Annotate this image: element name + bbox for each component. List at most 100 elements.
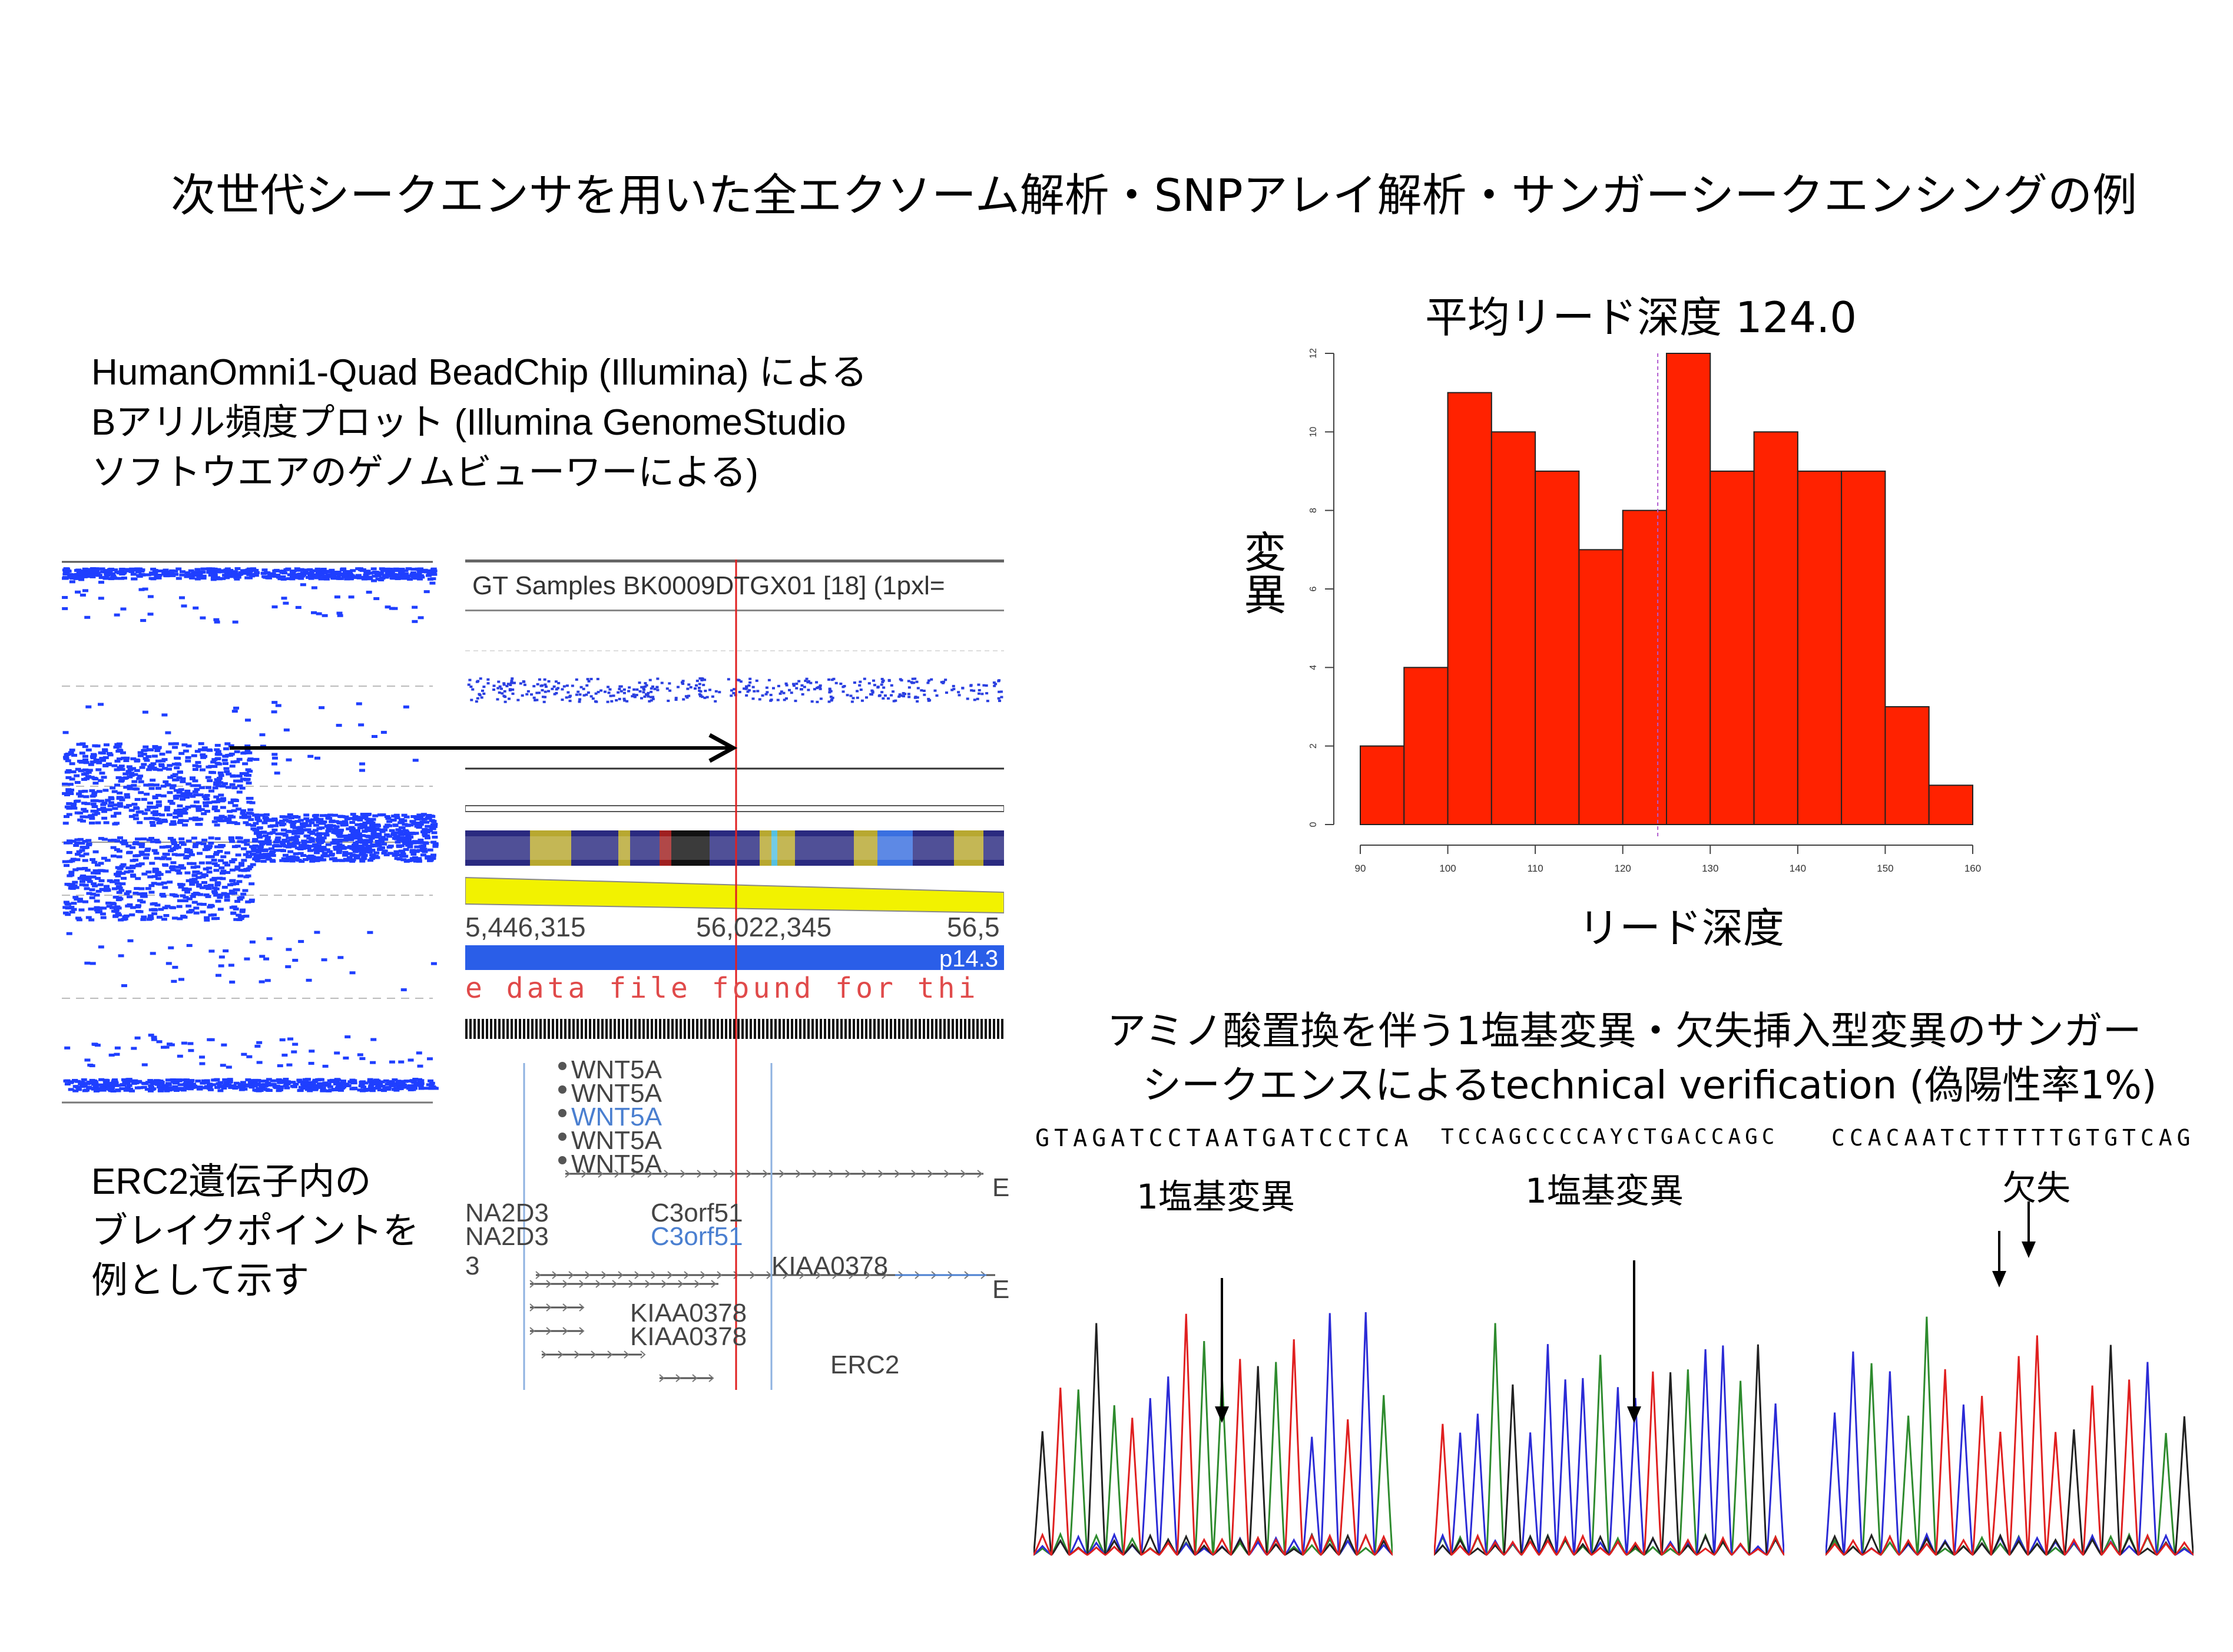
gene-marker [558, 1109, 566, 1117]
base-trace [1434, 1344, 1784, 1556]
sanger-heading-line: アミノ酸置換を伴う1塩基変異・欠失挿入型変異のサンガー [1107, 1008, 2142, 1054]
x-tick-label: 110 [1528, 863, 1543, 874]
histogram-title: 平均リード深度 124.0 [1425, 293, 1857, 342]
base-trace [1033, 1313, 1393, 1556]
x-tick-label: 140 [1790, 863, 1806, 874]
mutation-label: 1塩基変異 [1137, 1177, 1295, 1217]
strand-tick [675, 1374, 681, 1382]
note-line: 例として示す [91, 1260, 310, 1301]
strand-tick [595, 1280, 601, 1288]
y-tick-label: 8 [1308, 508, 1318, 513]
strand-tick [911, 1170, 917, 1178]
breakpoint-note: ERC2遺伝子内の ブレイクポイントを 例として示す [91, 1157, 419, 1306]
band-label: p14.3 [939, 946, 999, 972]
strand-tick [783, 1271, 788, 1279]
ideogram-band [760, 830, 771, 866]
viewer-header: GT Samples BK0009DTGX01 [18] (1pxl= [472, 571, 945, 600]
ideogram-shine [465, 836, 1004, 860]
strand-tick [541, 1350, 547, 1359]
strand-tick [579, 1303, 585, 1312]
strand-tick [624, 1350, 630, 1359]
strand-tick [585, 1271, 591, 1279]
track-separator [465, 805, 1004, 812]
chromatogram-trace [1826, 1201, 2194, 1556]
read-depth-histogram: 0 2 4 6 8 10 12 90 100 110 120 130 140 150 160 [1308, 348, 1981, 874]
strand-tick [651, 1271, 657, 1279]
histogram-bar [1403, 667, 1449, 825]
sequence-text: TCCAGCCCCAYCTGACCAGC [1441, 1125, 1779, 1149]
coord-left: 5,446,315 [465, 912, 586, 942]
strand-tick [711, 1280, 717, 1288]
strand-tick [546, 1327, 552, 1335]
strand-tick [816, 1271, 821, 1279]
baf-track-points [467, 677, 1003, 703]
strand-tick [700, 1271, 706, 1279]
histogram-bar [1709, 471, 1755, 825]
gene-marker [558, 1133, 566, 1141]
end-letter: E [992, 1275, 1010, 1304]
histogram-ylabel: 変異 [1237, 530, 1286, 615]
side-label: NA2D3 [465, 1199, 549, 1227]
gene-label: C3orf51 [651, 1199, 743, 1227]
strand-tick [661, 1280, 667, 1288]
strand-tick [694, 1280, 700, 1288]
y-tick-label: 2 [1308, 743, 1318, 749]
histogram-bar [1578, 549, 1624, 825]
no-file-message: e data file found for thi [465, 972, 979, 1005]
histogram-bar [1490, 431, 1536, 826]
strand-tick [713, 1170, 719, 1178]
base-trace [1033, 1312, 1393, 1556]
base-trace [1826, 1351, 2194, 1556]
strand-tick [927, 1170, 933, 1178]
strand-tick [645, 1280, 651, 1288]
strand-tick [960, 1170, 966, 1178]
gene-label: WNT5A [571, 1126, 662, 1155]
caption-line: Bアリル頻度プロット (Illumina GenomeStudio [91, 402, 846, 443]
base-trace [1826, 1316, 2194, 1556]
baf-caption: HumanOmni1-Quad BeadChip (Illumina) による … [91, 347, 867, 498]
x-tick-label: 130 [1702, 863, 1718, 874]
strand-tick [529, 1327, 535, 1335]
strand-tick [977, 1170, 983, 1178]
strand-tick [558, 1350, 564, 1359]
gene-label: C3orf51 [651, 1222, 743, 1251]
baf-scatter-plot [62, 561, 439, 1104]
strand-tick [692, 1374, 698, 1382]
y-tick-label: 12 [1308, 348, 1318, 359]
gene-label: KIAA0378 [630, 1322, 747, 1351]
strand-tick [591, 1350, 597, 1359]
ideogram-band [710, 830, 760, 866]
y-tick-label: 0 [1308, 822, 1318, 827]
strand-tick [659, 1374, 665, 1382]
strand-tick [579, 1327, 585, 1335]
strand-tick [581, 1170, 587, 1178]
strand-tick [944, 1170, 950, 1178]
strand-tick [529, 1303, 535, 1312]
ideogram-band [771, 830, 777, 866]
sequence-text: CCACAATCTTTTTGTGTCAG [1831, 1125, 2195, 1151]
strand-tick [862, 1170, 867, 1178]
genome-viewer-graphics [465, 560, 1004, 1390]
base-trace [1033, 1323, 1393, 1556]
histogram-xlabel: リード深度 [1578, 904, 1784, 952]
strand-tick [796, 1170, 801, 1178]
base-trace [1826, 1345, 2194, 1556]
strand-tick [708, 1374, 714, 1382]
caption-line: ソフトウエアのゲノムビューワーによる) [91, 452, 758, 493]
mutation-arrowhead [1627, 1406, 1641, 1423]
base-trace [1434, 1323, 1784, 1556]
base-trace [1434, 1371, 1784, 1556]
histogram-bar [1797, 471, 1843, 825]
gene-label: WNT5A [571, 1055, 662, 1084]
ideogram-band [671, 830, 710, 866]
histogram-bar [1360, 745, 1405, 826]
strand-tick [763, 1170, 768, 1178]
side-label: 3 [465, 1252, 480, 1280]
histogram-bar [1753, 431, 1798, 826]
strand-tick [845, 1170, 851, 1178]
gene-marker [558, 1156, 566, 1164]
strand-tick [697, 1170, 703, 1178]
note-line: ERC2遺伝子内の [91, 1161, 372, 1202]
mutation-label: 欠失 [2002, 1168, 2071, 1208]
ideogram-band [954, 830, 983, 866]
